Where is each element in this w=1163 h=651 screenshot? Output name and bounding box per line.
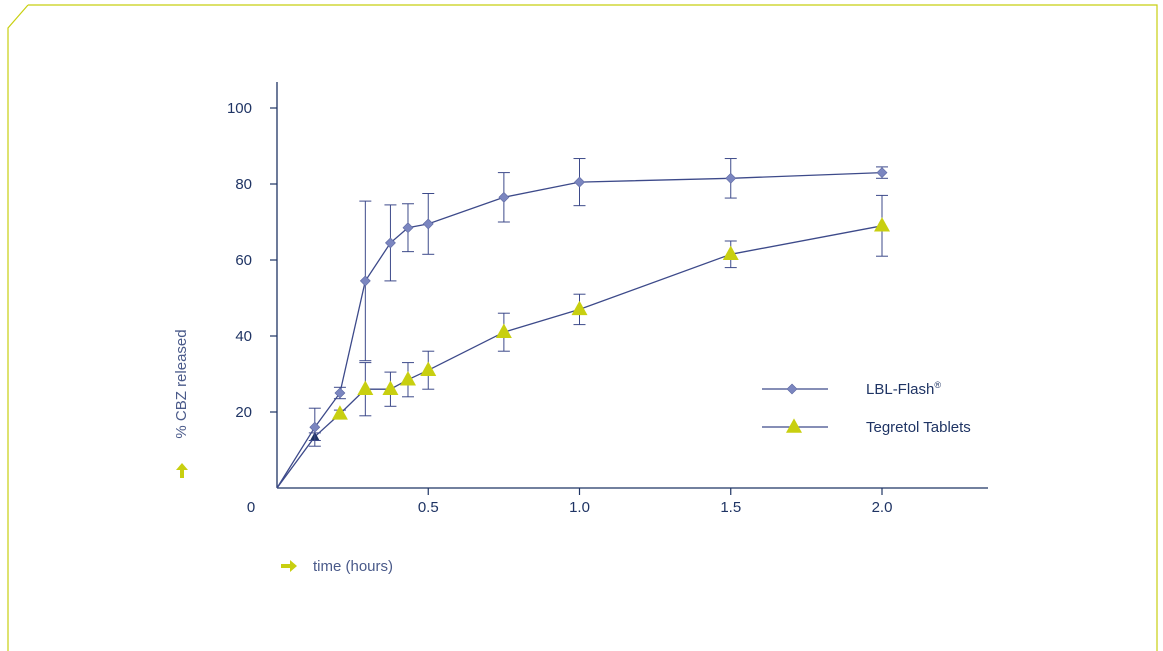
data-point-diamond: [876, 167, 888, 179]
x-axis-label: time (hours): [313, 558, 393, 575]
x-tick-label: 1.5: [720, 499, 741, 516]
series-line: [276, 225, 883, 489]
data-point-triangle: [331, 405, 348, 420]
data-point-diamond: [725, 172, 737, 184]
frame-border: [7, 4, 1158, 651]
origin-label: 0: [247, 499, 255, 516]
data-point-diamond: [402, 222, 414, 234]
x-tick-label: 2.0: [872, 499, 893, 516]
y-axis-label-group: % CBZ released: [173, 329, 190, 478]
data-point-triangle: [495, 323, 512, 338]
series-lbl-flash: [276, 158, 888, 489]
y-axis-label: % CBZ released: [173, 329, 190, 438]
arrow-right-icon: [281, 560, 297, 572]
data-point-triangle: [399, 371, 416, 386]
data-point-triangle: [722, 245, 739, 261]
y-tick-label: 40: [235, 328, 252, 345]
data-point-diamond: [498, 191, 510, 203]
y-ticks: 20 40 60 80 100: [227, 100, 277, 421]
legend-label-tegretol: Tegretol Tablets: [866, 419, 971, 436]
legend-label-lbl-flash: LBL-Flash®: [866, 380, 941, 398]
legend-marker-triangle: [786, 418, 802, 433]
legend-label-lbl-flash-name: LBL-Flash: [866, 381, 934, 398]
data-point-triangle: [357, 380, 374, 395]
data-point-diamond: [309, 421, 321, 433]
data-point-triangle: [874, 217, 890, 232]
y-tick-label: 80: [235, 176, 252, 193]
legend-marker-diamond: [786, 383, 798, 395]
data-point-diamond: [422, 218, 434, 230]
x-ticks: 0.5 1.0 1.5 2.0: [418, 488, 893, 516]
arrow-up-icon: [176, 463, 188, 478]
series-tegretol: [276, 194, 890, 489]
data-point-diamond: [359, 275, 371, 287]
series-layer: [276, 158, 890, 489]
series-line: [276, 171, 883, 489]
legend-label-registered-mark: ®: [934, 380, 941, 390]
data-point-diamond: [574, 176, 585, 188]
y-tick-label: 20: [235, 404, 252, 421]
legend: LBL-Flash® Tegretol Tablets: [762, 380, 971, 436]
data-point-diamond: [334, 387, 346, 399]
x-tick-label: 0.5: [418, 499, 439, 516]
data-point-triangle: [382, 380, 399, 395]
y-tick-label: 100: [227, 100, 252, 117]
x-tick-label: 1.0: [569, 499, 590, 516]
data-point-diamond: [385, 237, 396, 249]
x-axis-label-group: time (hours): [281, 558, 393, 575]
data-point-triangle: [571, 300, 588, 316]
y-tick-label: 60: [235, 252, 252, 269]
data-point-triangle: [420, 361, 437, 376]
